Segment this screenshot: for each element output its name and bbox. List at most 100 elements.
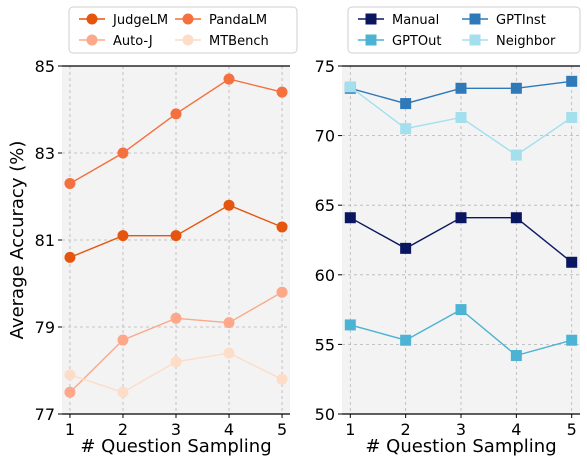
series-neighbor	[344, 81, 578, 161]
x-tick-label: 2	[118, 420, 128, 439]
data-point	[566, 75, 578, 87]
y-tick-label: 75	[315, 57, 335, 76]
legend-marker	[182, 13, 194, 25]
legend-label: PandaLM	[209, 13, 267, 28]
legend-label: Manual	[392, 13, 439, 28]
legend-marker	[365, 13, 377, 25]
series-manual	[344, 212, 578, 268]
legend-entry: GPTOut	[358, 34, 441, 49]
legend-label: GPTInst	[496, 13, 546, 28]
data-point	[64, 386, 76, 398]
x-tick-label: 5	[567, 420, 577, 439]
legend-entry: Auto-J	[79, 34, 153, 49]
data-point	[344, 212, 356, 224]
data-point	[223, 73, 235, 85]
series-judgelm	[64, 199, 288, 263]
data-point	[170, 108, 182, 120]
data-point	[566, 112, 578, 124]
series-mtbench	[64, 347, 288, 398]
x-tick-label: 5	[277, 420, 287, 439]
data-point	[276, 221, 288, 233]
data-point	[510, 82, 522, 94]
legend-entry: JudgeLM	[79, 13, 168, 28]
data-point	[344, 319, 356, 331]
legend-label: Auto-J	[113, 34, 153, 49]
data-point	[510, 350, 522, 362]
data-point	[276, 286, 288, 298]
x-tick-label: 1	[65, 420, 75, 439]
series-pandalm	[64, 73, 288, 189]
data-point	[344, 81, 356, 93]
x-axis-label: # Question Sampling	[365, 436, 556, 457]
chart-panel-1: 77 79 81 83 85 1 2 3 4 5 # Question Sampling Averag…	[7, 6, 298, 457]
data-point	[117, 386, 129, 398]
legend-entry: GPTInst	[462, 13, 546, 28]
legend-marker	[86, 13, 98, 25]
data-point	[455, 112, 467, 124]
legend-label: GPTOut	[392, 34, 441, 49]
data-point	[400, 98, 412, 110]
data-point	[566, 256, 578, 268]
y-tick-label: 70	[315, 127, 335, 146]
data-point	[510, 212, 522, 224]
legend-marker	[182, 34, 194, 46]
data-point	[455, 82, 467, 94]
legend-entry: Manual	[358, 13, 439, 28]
legend-marker	[469, 13, 481, 25]
x-tick-label: 4	[511, 420, 521, 439]
data-point	[64, 369, 76, 381]
data-point	[276, 86, 288, 98]
data-point	[117, 230, 129, 242]
y-tick-label: 65	[315, 196, 335, 215]
x-axis-label: # Question Sampling	[80, 436, 271, 457]
legend: JudgeLM Auto-J PandaLM MTBench	[68, 6, 298, 54]
y-tick-label: 83	[35, 144, 55, 163]
data-point	[455, 212, 467, 224]
data-point	[510, 149, 522, 161]
data-point	[400, 242, 412, 254]
legend-label: Neighbor	[496, 34, 556, 49]
data-point	[64, 177, 76, 189]
data-point	[117, 147, 129, 159]
y-axis-label: Average Accuracy (%)	[7, 141, 28, 340]
legend: Manual GPTOut GPTInst Neighbor	[347, 6, 581, 54]
data-point	[170, 230, 182, 242]
legend-entry: MTBench	[175, 34, 269, 49]
legend-marker	[365, 34, 377, 46]
data-point	[455, 304, 467, 316]
data-point	[170, 356, 182, 368]
x-tick-label: 2	[401, 420, 411, 439]
y-tick-label: 50	[315, 405, 335, 424]
data-point	[117, 334, 129, 346]
series-auto-j	[64, 286, 288, 398]
legend-marker	[469, 34, 481, 46]
y-tick-label: 79	[35, 318, 55, 337]
y-tick-label: 60	[315, 266, 335, 285]
y-tick-label: 55	[315, 335, 335, 354]
data-point	[64, 251, 76, 263]
data-point	[400, 334, 412, 346]
series-gptout	[344, 304, 578, 362]
y-tick-label: 77	[35, 405, 55, 424]
x-tick-label: 3	[171, 420, 181, 439]
y-tick-label: 81	[35, 231, 55, 250]
legend-box	[347, 6, 581, 54]
data-point	[223, 199, 235, 211]
legend-label: JudgeLM	[112, 13, 168, 28]
chart-panel-2: 50 55 60 65 70 75 1 2 3 4 5 # Question Sampling Manu…	[315, 6, 581, 457]
y-tick-label: 85	[35, 57, 55, 76]
legend-marker	[86, 34, 98, 46]
data-point	[400, 123, 412, 135]
legend-box	[68, 6, 298, 54]
data-point	[170, 312, 182, 324]
data-point	[566, 334, 578, 346]
data-point	[223, 317, 235, 329]
x-tick-label: 3	[456, 420, 466, 439]
x-tick-label: 4	[224, 420, 234, 439]
x-tick-label: 1	[345, 420, 355, 439]
data-point	[223, 347, 235, 359]
data-point	[276, 373, 288, 385]
legend-entry: Neighbor	[462, 34, 556, 49]
